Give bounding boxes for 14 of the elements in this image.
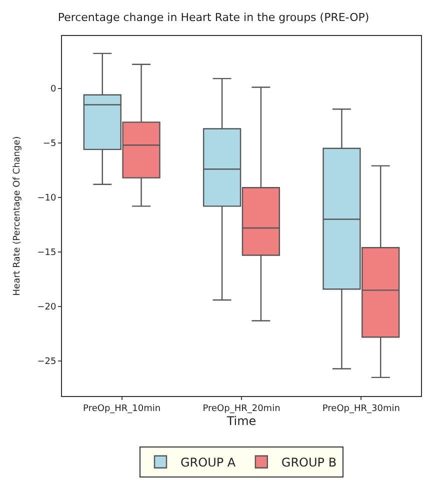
x-tick-label: PreOp_HR_10min <box>83 404 161 414</box>
legend-label: GROUP A <box>180 456 236 470</box>
x-tick-label: PreOp_HR_30min <box>322 404 400 414</box>
y-tick-label: −15 <box>37 248 56 258</box>
y-tick-label: −20 <box>37 302 56 313</box>
y-tick-label: −25 <box>37 357 56 368</box>
chart-title: Percentage change in Heart Rate in the groups (PRE-OP) <box>58 10 370 24</box>
legend-label: GROUP B <box>281 456 337 470</box>
y-tick-label: −10 <box>37 194 56 204</box>
y-tick-label: 0 <box>50 84 56 95</box>
x-axis-title: Time <box>226 414 256 428</box>
y-tick-label: −5 <box>42 139 56 150</box>
x-tick-label: PreOp_HR_20min <box>202 404 280 414</box>
y-axis-title: Heart Rate (Percentage Of Change) <box>12 136 23 296</box>
